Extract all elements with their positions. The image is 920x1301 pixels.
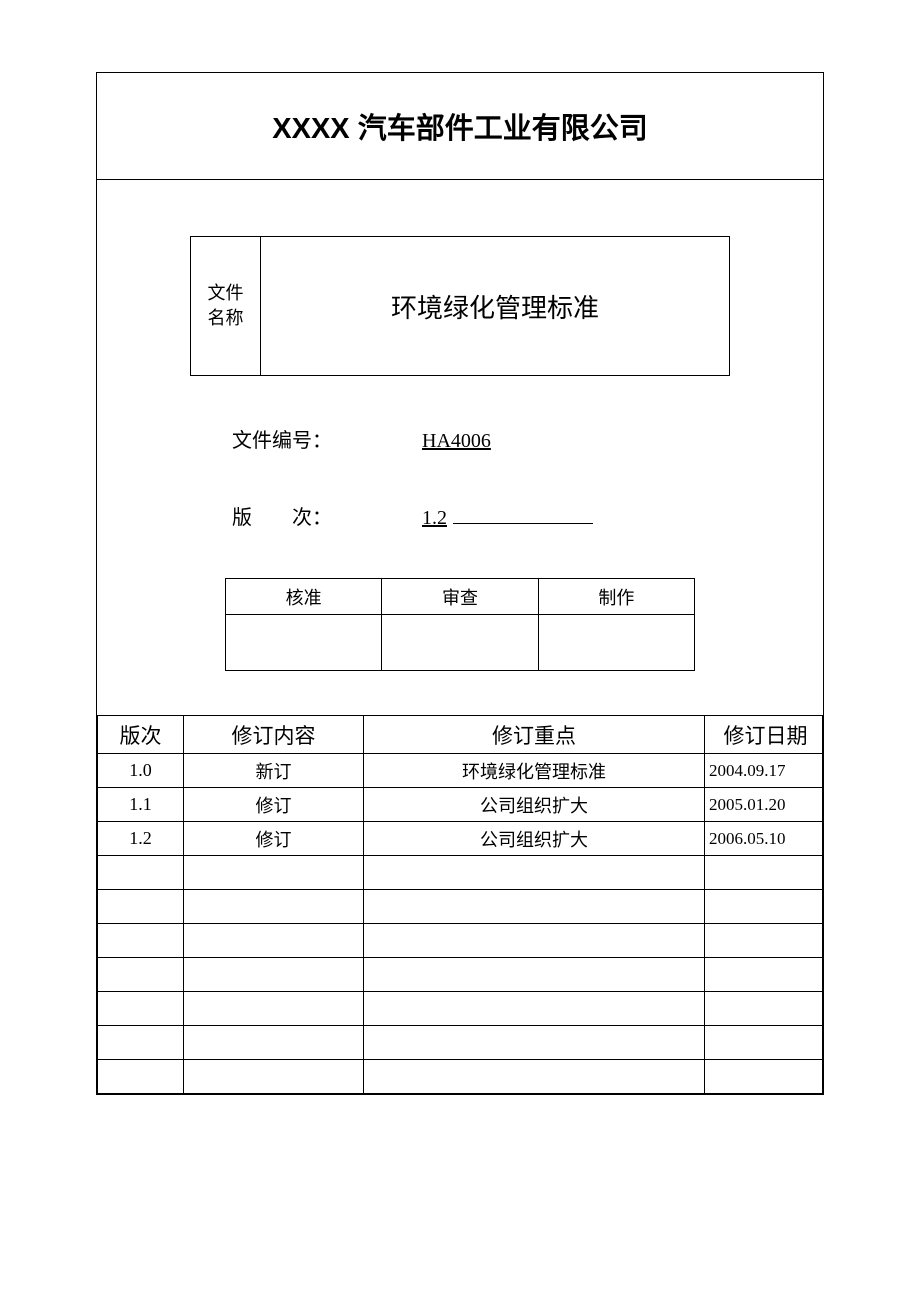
revision-row <box>98 924 823 958</box>
revision-cell-content <box>184 1026 364 1060</box>
revision-cell-content <box>184 1060 364 1094</box>
approval-sig-review <box>382 615 538 671</box>
revision-cell-key <box>364 992 705 1026</box>
revision-cell-date: 2006.05.10 <box>705 822 823 856</box>
revision-cell-version <box>98 1060 184 1094</box>
revision-header-date: 修订日期 <box>705 716 823 754</box>
revision-cell-key: 公司组织扩大 <box>364 822 705 856</box>
revision-cell-version <box>98 890 184 924</box>
doc-name-value: 环境绿化管理标准 <box>261 237 729 375</box>
revision-cell-content <box>184 958 364 992</box>
page-border: XXXX 汽车部件工业有限公司 文件名称 环境绿化管理标准 文件编号： HA40… <box>96 72 824 1095</box>
doc-number-value: HA4006 <box>422 430 491 453</box>
revision-cell-date <box>705 924 823 958</box>
approval-header-row: 核准 审查 制作 <box>226 579 695 615</box>
revision-cell-content: 修订 <box>184 822 364 856</box>
revision-cell-key: 环境绿化管理标准 <box>364 754 705 788</box>
revision-cell-date <box>705 1026 823 1060</box>
revision-cell-key <box>364 1026 705 1060</box>
revision-cell-key <box>364 890 705 924</box>
revision-cell-key <box>364 958 705 992</box>
revision-cell-content <box>184 924 364 958</box>
approval-sig-create <box>538 615 694 671</box>
revision-cell-date: 2005.01.20 <box>705 788 823 822</box>
revision-row <box>98 958 823 992</box>
approval-header-review: 审查 <box>382 579 538 615</box>
revision-cell-version <box>98 992 184 1026</box>
revision-cell-version <box>98 856 184 890</box>
revision-cell-content: 修订 <box>184 788 364 822</box>
revision-row <box>98 992 823 1026</box>
revision-cell-date <box>705 890 823 924</box>
revision-cell-date <box>705 958 823 992</box>
revision-cell-version: 1.1 <box>98 788 184 822</box>
version-row: 版 次： 1.2 <box>232 501 823 530</box>
version-blank-line <box>453 523 593 524</box>
revision-cell-date: 2004.09.17 <box>705 754 823 788</box>
company-title: XXXX 汽车部件工业有限公司 <box>97 73 823 180</box>
revision-cell-date <box>705 1060 823 1094</box>
revision-row <box>98 890 823 924</box>
revision-cell-content <box>184 992 364 1026</box>
doc-number-label: 文件编号： <box>232 424 382 453</box>
revision-cell-version: 1.2 <box>98 822 184 856</box>
version-value: 1.2 <box>422 507 447 530</box>
approval-header-create: 制作 <box>538 579 694 615</box>
revision-cell-date <box>705 856 823 890</box>
revision-cell-content: 新订 <box>184 754 364 788</box>
revision-row: 1.0 新订 环境绿化管理标准 2004.09.17 <box>98 754 823 788</box>
revision-row: 1.1 修订 公司组织扩大 2005.01.20 <box>98 788 823 822</box>
revision-cell-version <box>98 958 184 992</box>
revision-header-content: 修订内容 <box>184 716 364 754</box>
approval-sig-approve <box>226 615 382 671</box>
revision-header-row: 版次 修订内容 修订重点 修订日期 <box>98 716 823 754</box>
revision-row <box>98 1060 823 1094</box>
revision-row <box>98 1026 823 1060</box>
doc-name-section: 文件名称 环境绿化管理标准 <box>190 236 730 376</box>
revision-cell-key <box>364 856 705 890</box>
version-label: 版 次： <box>232 501 382 530</box>
revision-cell-key <box>364 924 705 958</box>
approval-signature-row <box>226 615 695 671</box>
revision-cell-version <box>98 924 184 958</box>
revision-cell-key: 公司组织扩大 <box>364 788 705 822</box>
doc-name-label: 文件名称 <box>191 237 261 375</box>
revision-cell-date <box>705 992 823 1026</box>
revision-row <box>98 856 823 890</box>
doc-number-row: 文件编号： HA4006 <box>232 424 823 453</box>
revision-header-key: 修订重点 <box>364 716 705 754</box>
revision-cell-content <box>184 890 364 924</box>
revision-table: 版次 修订内容 修订重点 修订日期 1.0 新订 环境绿化管理标准 2004.0… <box>97 715 823 1094</box>
approval-table: 核准 审查 制作 <box>225 578 695 671</box>
revision-cell-content <box>184 856 364 890</box>
revision-header-version: 版次 <box>98 716 184 754</box>
revision-cell-version <box>98 1026 184 1060</box>
revision-cell-version: 1.0 <box>98 754 184 788</box>
approval-header-approve: 核准 <box>226 579 382 615</box>
revision-cell-key <box>364 1060 705 1094</box>
revision-row: 1.2 修订 公司组织扩大 2006.05.10 <box>98 822 823 856</box>
